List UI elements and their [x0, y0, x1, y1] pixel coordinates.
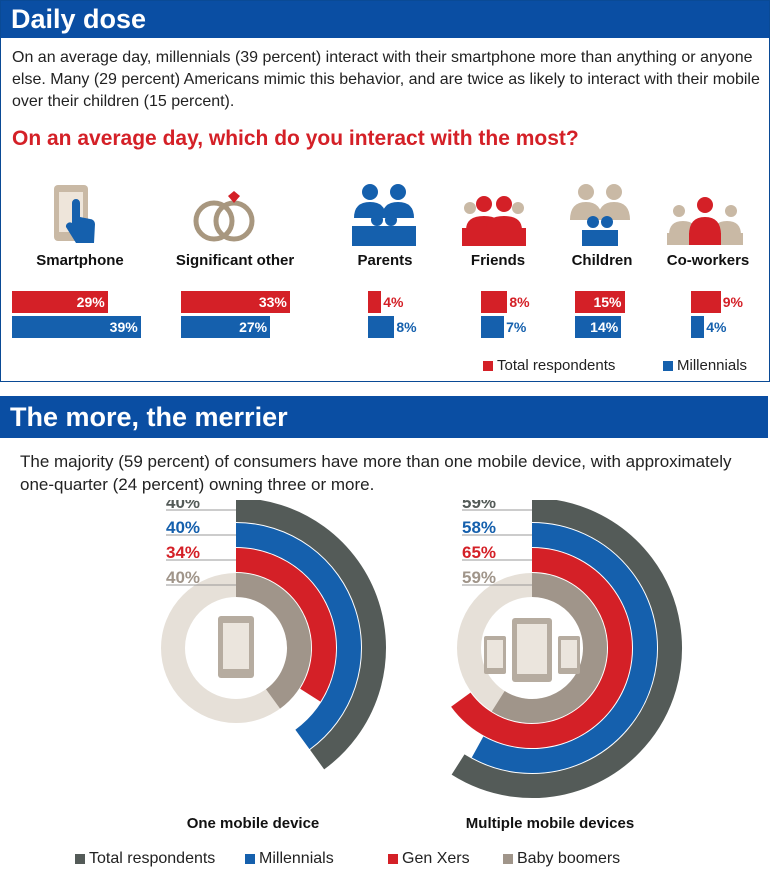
- bar-total: 29%: [12, 291, 108, 313]
- ring-arc: [451, 548, 632, 748]
- category-label: Children: [571, 252, 633, 269]
- bar-millennials: 39%: [12, 316, 141, 338]
- legend-boomers: Baby boomers: [503, 850, 620, 868]
- category-label: Co-workers: [666, 252, 750, 269]
- legend-label: Total respondents: [497, 357, 616, 374]
- ring-arc: [235, 500, 386, 770]
- category-label: Significant other: [175, 252, 295, 269]
- legend-label: Total respondents: [89, 850, 216, 867]
- section-intro: On an average day, millennials (39 perce…: [12, 49, 760, 110]
- section-title: Daily dose: [1, 1, 769, 38]
- bar-millennials: [481, 316, 505, 338]
- ring-arc: [451, 500, 682, 798]
- legend-swatch: [483, 360, 493, 371]
- bar-millennials: 14%: [575, 316, 622, 338]
- legend-swatch: [245, 854, 255, 864]
- legend-millennials: Millennials: [245, 850, 334, 868]
- friends-icon: [462, 196, 526, 246]
- coworkers-icon: [667, 197, 743, 245]
- single-phone-icon: [218, 616, 254, 678]
- legend-label: Baby boomers: [517, 850, 621, 867]
- legend-label: Gen Xers: [402, 850, 470, 867]
- children-icon: [570, 184, 630, 246]
- legend-label: Millennials: [677, 357, 748, 374]
- bar-value-label: 9%: [722, 294, 743, 310]
- ring-title-multiple: Multiple mobile devices: [465, 815, 635, 832]
- category-label: Friends: [470, 252, 526, 269]
- ring-arc: [471, 523, 657, 773]
- ring-value-label: 65%: [462, 543, 496, 562]
- ring-arc: [235, 548, 336, 702]
- bar-total: [691, 291, 721, 313]
- survey-question: On an average day, which do you interact…: [12, 127, 579, 150]
- ring-value-label: 58%: [462, 518, 496, 537]
- legend-swatch: [75, 854, 85, 864]
- legend-genx: Gen Xers: [388, 850, 470, 868]
- ring-value-label: 59%: [462, 568, 496, 587]
- section-title: The more, the merrier: [0, 396, 768, 438]
- legend-millennials: Millennials: [663, 357, 747, 374]
- bar-total: 15%: [575, 291, 625, 313]
- ring-charts: 40% 40% 34% 40% 59% 58% 65% 59%: [161, 500, 682, 798]
- category-label: Smartphone: [36, 252, 124, 269]
- smartphone-icon: [54, 185, 95, 243]
- legend-total: Total respondents: [483, 357, 615, 374]
- ring-value-label: 59%: [462, 500, 496, 512]
- ring-value-label: 40%: [166, 500, 200, 512]
- bar-value-label: 8%: [396, 319, 417, 335]
- bar-millennials: [368, 316, 395, 338]
- more-merrier-panel: The more, the merrier: [0, 396, 768, 441]
- bar-millennials: 27%: [181, 316, 271, 338]
- ring-title-one: One mobile device: [186, 815, 320, 832]
- bar-value-label: 4%: [383, 294, 404, 310]
- ring-arc: [235, 573, 311, 709]
- ring-value-label: 40%: [166, 568, 200, 587]
- bar-millennials: [691, 316, 705, 338]
- legend-swatch: [503, 854, 513, 864]
- bar-value-label: 8%: [509, 294, 530, 310]
- bar-value-label: 4%: [706, 319, 727, 335]
- multiple-devices-icon: [484, 618, 580, 682]
- daily-dose-panel: Daily dose: [0, 0, 770, 382]
- bar-value-label: 7%: [506, 319, 527, 335]
- category-label: Parents: [357, 252, 413, 269]
- legend-total-respondents: Total respondents: [75, 850, 215, 868]
- legend-swatch: [388, 854, 398, 864]
- parents-icon: [352, 184, 416, 246]
- legend-swatch: [663, 360, 673, 371]
- ring-value-label: 34%: [166, 543, 200, 562]
- legend-label: Millennials: [259, 850, 334, 867]
- bar-total: [368, 291, 382, 313]
- ring-value-label: 40%: [166, 518, 200, 537]
- bar-total: [481, 291, 508, 313]
- section-intro: The majority (59 percent) of consumers h…: [20, 452, 732, 494]
- rings-icon: [193, 191, 255, 242]
- bar-total: 33%: [181, 291, 290, 313]
- ring-arc: [235, 523, 361, 750]
- ring-arc: [491, 573, 607, 723]
